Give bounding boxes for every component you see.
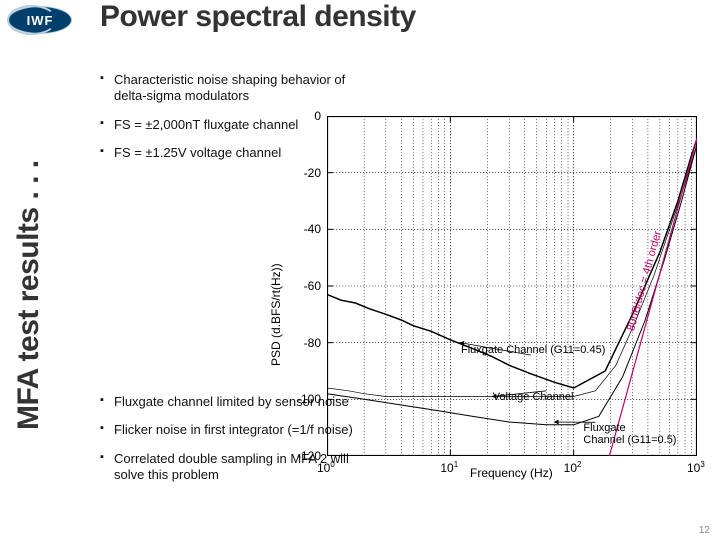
page-number: 12 [699,525,710,536]
slide-root: IWF Power spectral density MFA test resu… [0,0,720,540]
bullet-item: Characteristic noise shaping behavior of… [100,72,360,105]
chart-xlabel: Frequency (Hz) [470,466,553,480]
sidebar-title: MFA test results . . . [12,160,46,430]
logo-text: IWF [27,13,54,28]
chart-ytick: 0 [287,109,321,123]
chart-xtick: 100 [317,460,335,475]
chart-ytick: -20 [287,166,321,180]
page-title: Power spectral density [100,0,416,34]
chart-ytick: -120 [287,449,321,463]
chart-annotation: FluxgateChannel (G11=0.5) [583,422,676,446]
chart-xtick: 103 [687,460,705,475]
chart-annotation: Voltage Channel [493,391,574,403]
chart-xtick: 102 [564,460,582,475]
psd-chart: PSD (d.BFS/rt(Hz)) Frequency (Hz) 0-20-4… [275,106,705,506]
chart-ytick: -100 [287,392,321,406]
chart-ytick: -40 [287,222,321,236]
chart-ylabel: PSD (d.BFS/rt(Hz)) [269,263,283,366]
chart-annotation: Fluxgate Channel (G11=0.45) [461,344,605,356]
chart-ytick: -80 [287,336,321,350]
chart-ytick: -60 [287,279,321,293]
chart-xtick: 101 [440,460,458,475]
logo-badge: IWF [8,6,72,34]
